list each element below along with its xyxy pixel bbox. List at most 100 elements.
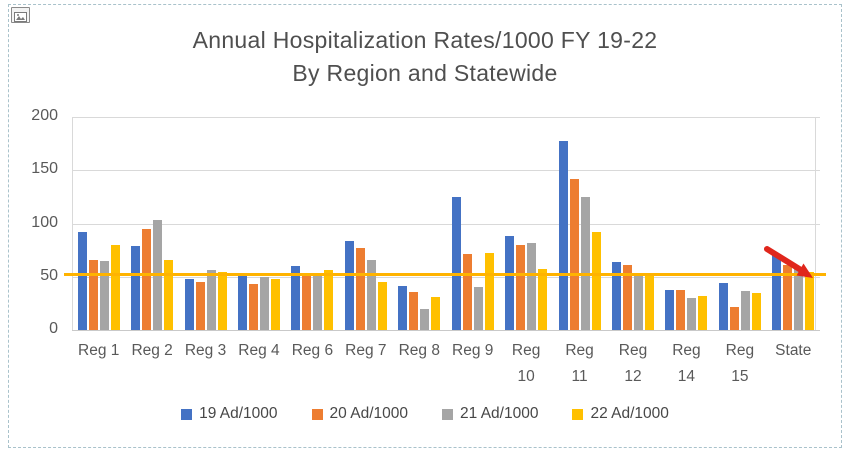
statewide-reference-line xyxy=(64,272,826,276)
legend-label: 19 Ad/1000 xyxy=(199,405,278,422)
bar-20-Ad-1000-Reg-9 xyxy=(462,254,472,330)
x-category-label: Reg 2 xyxy=(131,342,173,359)
bar-22-Ad-1000-Reg-1 xyxy=(110,244,120,330)
legend-label: 20 Ad/1000 xyxy=(329,405,408,422)
x-category-label: Reg 11 xyxy=(565,342,594,385)
bar-21-Ad-1000-Reg-11 xyxy=(580,196,590,330)
bar-22-Ad-1000-Reg-15 xyxy=(751,292,761,330)
bar-21-Ad-1000-Reg-6 xyxy=(313,273,323,330)
bar-21-Ad-1000-State xyxy=(794,269,804,330)
picture-selection-border[interactable] xyxy=(8,4,842,448)
picture-icon[interactable] xyxy=(11,7,30,23)
bar-19-Ad-1000-Reg-1 xyxy=(77,232,87,330)
bar-21-Ad-1000-Reg-8 xyxy=(420,308,430,330)
x-category-label: Reg 1 xyxy=(78,342,120,359)
x-category-label: Reg 8 xyxy=(398,342,440,359)
bar-22-Ad-1000-Reg-8 xyxy=(431,296,441,330)
bar-22-Ad-1000-Reg-2 xyxy=(164,259,174,330)
y-tick-label: 0 xyxy=(49,320,58,337)
bar-19-Ad-1000-Reg-2 xyxy=(131,245,141,330)
bar-19-Ad-1000-Reg-7 xyxy=(344,240,354,330)
bar-19-Ad-1000-Reg-15 xyxy=(718,283,728,330)
legend-label: 22 Ad/1000 xyxy=(590,405,669,422)
bar-22-Ad-1000-Reg-11 xyxy=(591,232,601,330)
bar-20-Ad-1000-Reg-15 xyxy=(729,306,739,330)
y-tick-label: 200 xyxy=(31,107,58,124)
x-category-label: Reg 10 xyxy=(511,342,541,385)
bar-20-Ad-1000-Reg-8 xyxy=(409,291,419,330)
bar-21-Ad-1000-Reg-14 xyxy=(687,298,697,330)
bar-19-Ad-1000-Reg-4 xyxy=(238,275,247,330)
legend-swatch xyxy=(181,408,193,420)
bar-19-Ad-1000-Reg-8 xyxy=(398,286,408,330)
bar-20-Ad-1000-Reg-6 xyxy=(302,275,312,330)
y-tick-label: 150 xyxy=(31,160,58,178)
bar-19-Ad-1000-State xyxy=(772,254,782,330)
bar-20-Ad-1000-Reg-14 xyxy=(676,289,686,330)
legend-item-22-Ad-1000: 22 Ad/1000 xyxy=(572,405,669,423)
picture-icon-glyph xyxy=(14,12,27,22)
legend-swatch xyxy=(311,408,323,420)
bar-20-Ad-1000-Reg-10 xyxy=(516,244,526,330)
legend-label: 21 Ad/1000 xyxy=(460,405,539,422)
chart-legend: 19 Ad/1000 20 Ad/1000 21 Ad/1000 22 Ad/1000 xyxy=(0,405,850,423)
bar-20-Ad-1000-Reg-2 xyxy=(142,228,152,330)
bar-22-Ad-1000-State xyxy=(805,272,815,330)
x-category-label: Reg 4 xyxy=(238,342,280,359)
bar-22-Ad-1000-Reg-4 xyxy=(271,278,280,330)
bar-20-Ad-1000-State xyxy=(783,265,793,330)
bar-19-Ad-1000-Reg-11 xyxy=(558,141,568,330)
bar-21-Ad-1000-Reg-9 xyxy=(473,287,483,330)
bar-22-Ad-1000-Reg-12 xyxy=(645,274,654,330)
bar-19-Ad-1000-Reg-9 xyxy=(451,196,461,330)
bar-21-Ad-1000-Reg-4 xyxy=(260,276,269,330)
bar-21-Ad-1000-Reg-15 xyxy=(740,290,750,330)
bar-22-Ad-1000-Reg-6 xyxy=(324,270,334,330)
x-category-label: Reg 15 xyxy=(725,342,755,385)
x-category-label: Reg 7 xyxy=(345,342,387,359)
bar-19-Ad-1000-Reg-6 xyxy=(291,266,301,330)
x-category-label: Reg 12 xyxy=(618,342,648,385)
legend-item-20-Ad-1000: 20 Ad/1000 xyxy=(311,405,408,423)
bar-20-Ad-1000-Reg-1 xyxy=(88,259,98,330)
x-category-label: Reg 3 xyxy=(184,342,227,359)
legend-swatch xyxy=(572,408,584,420)
bar-22-Ad-1000-Reg-3 xyxy=(217,272,227,330)
gridline-y-100 xyxy=(72,223,820,225)
bar-21-Ad-1000-Reg-7 xyxy=(366,259,376,330)
bar-21-Ad-1000-Reg-1 xyxy=(99,260,109,330)
chart-title: Annual Hospitalization Rates/1000 FY 19-… xyxy=(0,24,850,90)
chart-title-line-2: By Region and Statewide xyxy=(292,60,558,86)
gridline-y-0 xyxy=(72,330,820,331)
x-category-label: Reg 14 xyxy=(672,342,701,385)
bar-21-Ad-1000-Reg-12 xyxy=(634,273,643,330)
bar-21-Ad-1000-Reg-3 xyxy=(206,270,216,330)
bar-20-Ad-1000-Reg-11 xyxy=(569,178,579,330)
y-tick-label: 100 xyxy=(31,213,58,231)
bar-20-Ad-1000-Reg-4 xyxy=(249,284,258,330)
bar-20-Ad-1000-Reg-7 xyxy=(355,247,365,330)
bar-22-Ad-1000-Reg-10 xyxy=(538,269,548,330)
legend-item-19-Ad-1000: 19 Ad/1000 xyxy=(181,405,278,423)
x-category-label: Reg 6 xyxy=(291,342,334,359)
gridline-y-200 xyxy=(72,117,820,118)
bar-21-Ad-1000-Reg-10 xyxy=(527,242,537,330)
plot-right-edge xyxy=(815,117,816,330)
bar-19-Ad-1000-Reg-10 xyxy=(505,236,515,330)
x-category-label: State xyxy=(775,342,812,359)
bar-20-Ad-1000-Reg-12 xyxy=(623,265,632,330)
bar-22-Ad-1000-Reg-7 xyxy=(377,282,387,330)
bar-22-Ad-1000-Reg-14 xyxy=(698,295,708,330)
legend-swatch xyxy=(442,408,453,420)
bar-20-Ad-1000-Reg-3 xyxy=(195,282,205,330)
y-tick-label: 50 xyxy=(40,266,58,284)
chart-title-line-1: Annual Hospitalization Rates/1000 FY 19-… xyxy=(192,27,658,53)
bar-19-Ad-1000-Reg-3 xyxy=(184,278,194,330)
legend-item-21-Ad-1000: 21 Ad/1000 xyxy=(442,405,538,423)
gridline-y-50 xyxy=(72,276,820,278)
bar-22-Ad-1000-Reg-9 xyxy=(484,253,494,330)
bar-19-Ad-1000-Reg-12 xyxy=(612,261,621,330)
bar-19-Ad-1000-Reg-14 xyxy=(665,289,675,330)
x-category-label: Reg 9 xyxy=(452,342,494,359)
